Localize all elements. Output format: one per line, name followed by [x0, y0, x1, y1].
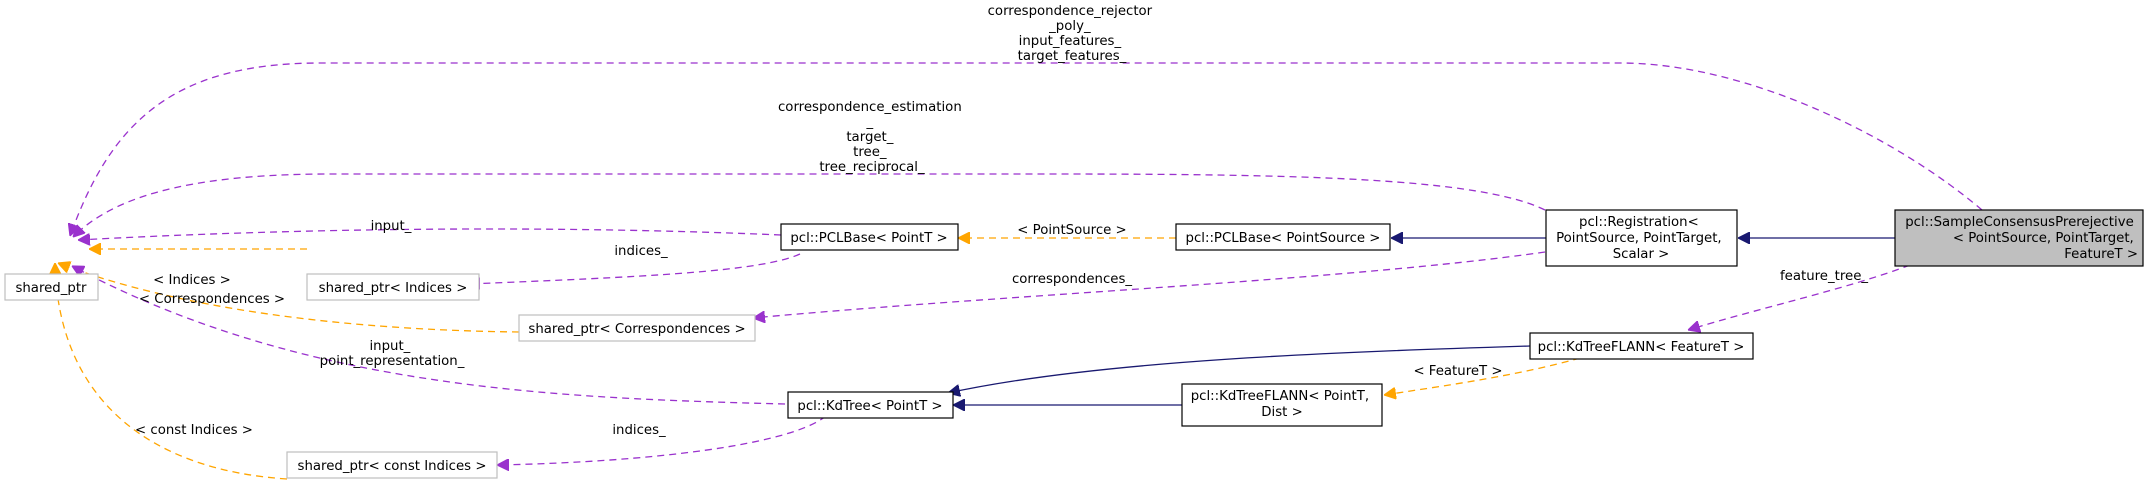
edge-kdtreeflann-pointt-dist-to-kdtreeflann-featuret — [1384, 357, 1581, 395]
registration-label: pcl::Registration< PointSource, PointTar… — [1556, 215, 1726, 262]
svg-text:pcl::PCLBase< PointT >: pcl::PCLBase< PointT > — [790, 231, 947, 246]
edge-feature-tree-usage — [1688, 264, 1911, 330]
edge-shared-ptr-to-shared-ptr-const-indices — [55, 263, 288, 480]
node-pclbase-pointt[interactable]: pcl::PCLBase< PointT > — [780, 223, 959, 251]
sample-consensus-label: pcl::SampleConsensusPrerejective < Point… — [1905, 215, 2138, 262]
label-input: input_ — [371, 219, 412, 234]
edge-correspondences-usage — [753, 251, 1546, 318]
svg-text:shared_ptr< Correspondences >: shared_ptr< Correspondences > — [528, 322, 745, 337]
node-sample-consensus-prerejective[interactable]: pcl::SampleConsensusPrerejective < Point… — [1894, 209, 2144, 267]
label-correspondences-tpl: < Correspondences > — [139, 292, 285, 307]
label-pointsource-tpl: < PointSource > — [1017, 223, 1126, 238]
label-featuret-tpl: < FeatureT > — [1413, 364, 1502, 379]
svg-text:shared_ptr< const Indices >: shared_ptr< const Indices > — [298, 459, 487, 474]
node-kdtreeflann-pointt-dist[interactable]: pcl::KdTreeFLANN< PointT, Dist > — [1181, 383, 1383, 427]
edge-indices-pclbase-usage — [468, 253, 801, 284]
label-estimation: correspondence_estimation _ target_ tree… — [778, 100, 966, 175]
svg-text:pcl::KdTreeFLANN< FeatureT >: pcl::KdTreeFLANN< FeatureT > — [1538, 340, 1745, 355]
kdtreeflann-pointt-dist-label: pcl::KdTreeFLANN< PointT, Dist > — [1191, 389, 1374, 420]
label-indices-tpl: < Indices > — [153, 273, 231, 288]
label-correspondences: correspondences_ — [1012, 272, 1132, 287]
label-rejector: correspondence_rejector _poly_ input_fea… — [988, 4, 1157, 64]
edge-shared-ptr-to-shared-ptr-correspondences — [58, 263, 520, 333]
label-indices-kdtree: indices_ — [612, 423, 666, 438]
node-shared-ptr-indices[interactable]: shared_ptr< Indices > — [306, 273, 480, 301]
node-shared-ptr-correspondences[interactable]: shared_ptr< Correspondences > — [518, 314, 756, 342]
svg-text:shared_ptr< Indices >: shared_ptr< Indices > — [319, 281, 468, 296]
node-registration[interactable]: pcl::Registration< PointSource, PointTar… — [1545, 209, 1738, 267]
label-kdtree-input: input_ point_representation_ — [320, 339, 465, 369]
node-pclbase-pointsource[interactable]: pcl::PCLBase< PointSource > — [1175, 223, 1391, 251]
edge-kdtree-input-usage — [72, 266, 786, 405]
edge-kdtree-to-kdtreeflann-featuret — [948, 345, 1531, 393]
label-indices-pclbase: indices_ — [614, 244, 668, 259]
svg-text:pcl::PCLBase< PointSource >: pcl::PCLBase< PointSource > — [1186, 231, 1381, 246]
node-kdtree-pointt[interactable]: pcl::KdTree< PointT > — [787, 391, 954, 419]
edge-indices-kdtree-usage — [497, 415, 827, 465]
edge-rejector-usage — [70, 62, 1983, 236]
edge-estimation-usage — [73, 173, 1546, 237]
node-kdtreeflann-featuret[interactable]: pcl::KdTreeFLANN< FeatureT > — [1529, 332, 1754, 360]
svg-text:pcl::KdTree< PointT >: pcl::KdTree< PointT > — [797, 399, 942, 414]
node-shared-ptr[interactable]: shared_ptr — [4, 273, 99, 301]
label-const-indices-tpl: < const Indices > — [135, 423, 253, 438]
node-shared-ptr-const-indices[interactable]: shared_ptr< const Indices > — [286, 451, 498, 479]
svg-text:shared_ptr: shared_ptr — [15, 281, 87, 296]
edge-input-usage — [78, 228, 782, 240]
label-feature-tree: feature_tree_ — [1780, 269, 1868, 284]
